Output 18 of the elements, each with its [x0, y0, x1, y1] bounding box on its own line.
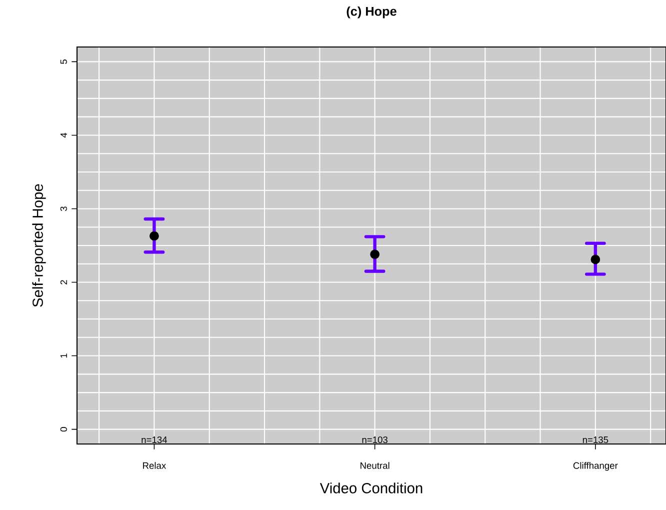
annotation: n=135 — [582, 436, 608, 444]
point — [590, 254, 600, 264]
x-tick-label: Relax — [143, 462, 166, 469]
annotation: n=103 — [362, 436, 388, 444]
x-axis-title: Video Condition — [320, 482, 422, 494]
y-tick-label: 5 — [60, 60, 67, 64]
y-tick-label: 0 — [60, 427, 67, 432]
x-tick-label: Neutral — [360, 462, 390, 469]
y-tick-label: 2 — [60, 280, 67, 284]
point — [150, 231, 159, 241]
chart-title: (c) Hope — [346, 6, 396, 18]
y-tick-label: 4 — [60, 132, 67, 138]
x-tick-label: Cliffhanger — [573, 462, 618, 471]
y-tick-label: 1 — [60, 354, 67, 358]
point — [370, 250, 380, 259]
y-axis-title: Self-reported Hope — [32, 184, 46, 307]
y-tick-label: 3 — [60, 206, 67, 211]
annotation: n=134 — [142, 436, 168, 444]
